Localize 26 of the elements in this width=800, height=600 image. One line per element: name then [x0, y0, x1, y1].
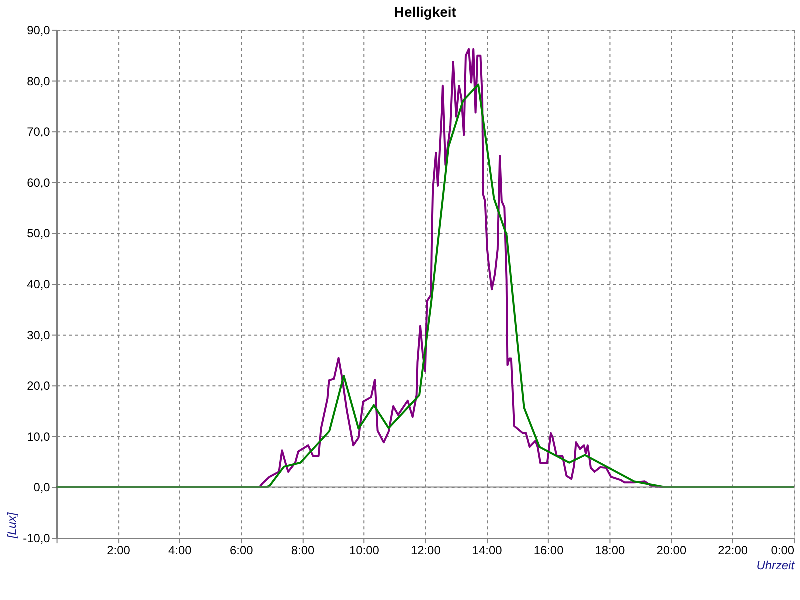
x-tick-label: 10:00: [350, 544, 380, 558]
y-axis-title: [Lux]: [5, 512, 20, 540]
chart-title: Helligkeit: [394, 4, 457, 20]
x-tick-label: 4:00: [168, 544, 192, 558]
x-tick-label: 16:00: [534, 544, 564, 558]
x-tick-label: 22:00: [718, 544, 748, 558]
x-tick-label: 2:00: [107, 544, 131, 558]
x-tick-label: 20:00: [656, 544, 687, 558]
y-tick-label: 40,0: [27, 278, 51, 292]
y-tick-label: 30,0: [27, 328, 51, 342]
y-tick-label: 70,0: [27, 125, 51, 140]
x-tick-label: 8:00: [291, 544, 316, 558]
y-tick-label: 10,0: [27, 430, 51, 444]
x-tick-label: 14:00: [472, 544, 503, 558]
y-tick-label: 20,0: [27, 379, 51, 394]
y-tick-label: 0,0: [34, 480, 51, 495]
x-tick-label: 12:00: [410, 544, 442, 558]
y-tick-label: 80,0: [27, 74, 51, 88]
x-axis-title: Uhrzeit: [756, 558, 796, 572]
y-tick-label: 50,0: [27, 226, 51, 241]
y-tick-label: -10,0: [23, 532, 51, 546]
y-tick-label: 90,0: [27, 23, 51, 38]
x-tick-label: 6:00: [230, 544, 254, 558]
x-tick-label: 0:00: [771, 544, 795, 558]
y-tick-label: 60,0: [27, 176, 51, 190]
x-tick-label: 18:00: [595, 544, 626, 558]
